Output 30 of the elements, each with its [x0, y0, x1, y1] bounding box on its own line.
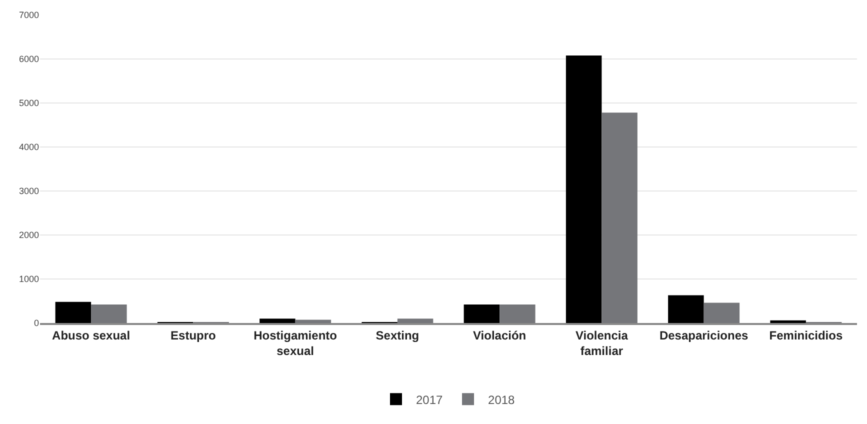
bar — [770, 320, 806, 323]
legend-label: 2018 — [488, 392, 516, 407]
bar — [55, 302, 92, 323]
bar — [91, 304, 127, 323]
y-tick-label: 2000 — [18, 230, 39, 240]
bar — [464, 304, 500, 323]
bar — [566, 55, 602, 323]
bar — [668, 295, 704, 323]
bar — [500, 304, 536, 323]
bar — [295, 320, 332, 323]
y-tick-label: 6000 — [18, 54, 39, 64]
y-tick-label: 5000 — [18, 98, 39, 108]
y-tick-label: 3000 — [18, 186, 39, 196]
x-tick-label: Desapariciones — [659, 328, 748, 342]
bar — [602, 112, 638, 323]
x-tick-label: Hostigamiento sexual — [254, 328, 337, 358]
bar — [397, 318, 434, 323]
y-tick-label: 0 — [34, 318, 39, 328]
y-tick-label: 1000 — [18, 274, 39, 284]
x-tick-label: Estupro — [170, 328, 216, 342]
x-tick-label: Feminicidios — [769, 328, 843, 342]
x-tick-label: Violación — [472, 328, 526, 342]
x-tick-label: Violencia familiar — [575, 328, 628, 358]
legend-label: 2017 — [416, 392, 444, 407]
bar — [704, 302, 740, 323]
x-tick-label: Sexting — [376, 328, 420, 342]
x-tick-label: Abuso sexual — [52, 328, 130, 342]
bar — [260, 318, 296, 323]
y-tick-label: 4000 — [18, 142, 39, 152]
y-tick-label: 7000 — [18, 10, 39, 20]
